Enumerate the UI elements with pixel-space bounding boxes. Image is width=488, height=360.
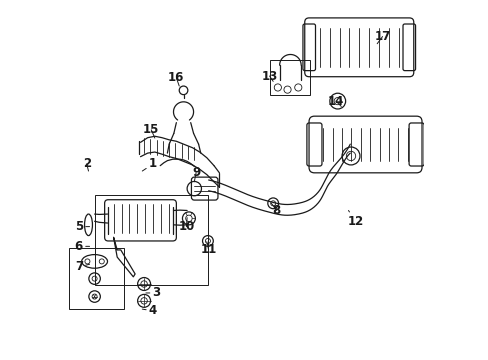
Text: 6: 6 [75,240,89,253]
Text: 5: 5 [75,220,89,233]
Text: 3: 3 [145,287,161,300]
Bar [94,195,208,285]
Text: 8: 8 [271,203,280,217]
Text: 2: 2 [82,157,91,171]
Text: 15: 15 [143,123,159,138]
Text: 11: 11 [200,242,216,256]
Text: 12: 12 [347,211,363,228]
Text: 7: 7 [75,260,89,273]
Text: 14: 14 [327,95,344,108]
Bar [270,59,310,95]
Text: 13: 13 [261,69,277,82]
Text: 1: 1 [142,157,157,171]
Text: 4: 4 [142,305,157,318]
Text: 17: 17 [374,30,390,44]
Text: 9: 9 [192,166,200,182]
Text: 16: 16 [168,71,184,86]
Text: 10: 10 [178,218,194,233]
Bar [69,248,124,310]
